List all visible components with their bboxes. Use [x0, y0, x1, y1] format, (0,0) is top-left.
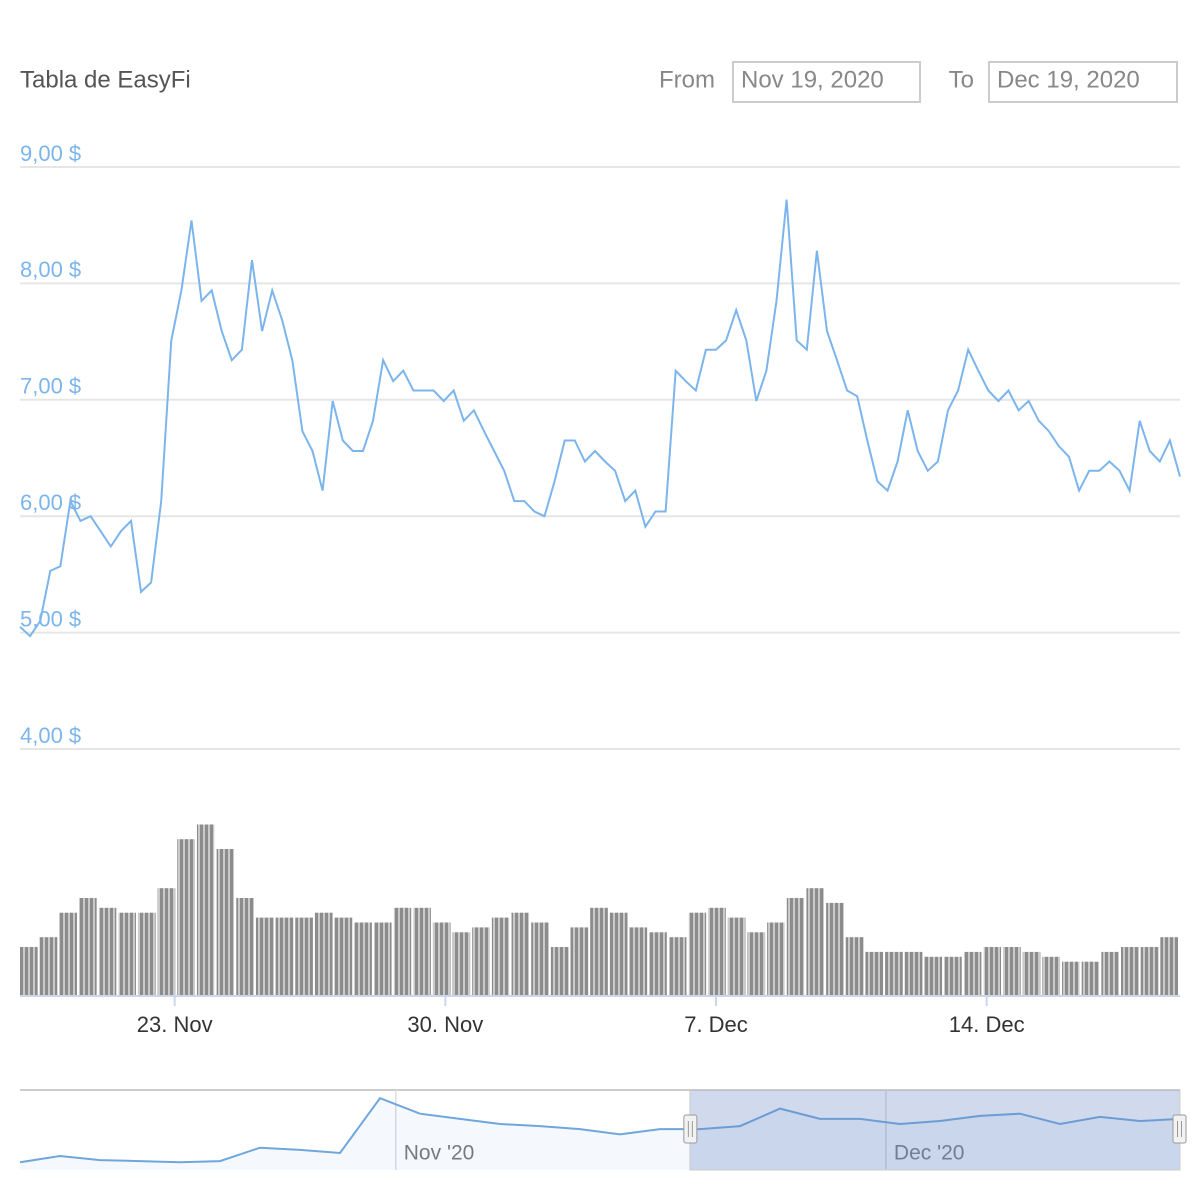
y-tick-label: 9,00 $	[20, 141, 81, 166]
navigator-tick-label: Nov '20	[404, 1142, 475, 1165]
to-label: To	[949, 66, 974, 93]
volume-bar	[767, 922, 785, 996]
volume-bar	[786, 898, 805, 996]
to-input[interactable]	[988, 61, 1178, 103]
navigator-line	[19, 1096, 1181, 1164]
volume-bar	[708, 907, 726, 996]
navigator-area	[20, 1098, 1180, 1170]
volume-bar	[413, 907, 431, 996]
volume-bar	[668, 937, 687, 996]
y-tick-label: 5,00 $	[20, 606, 81, 631]
volume-bar	[1081, 961, 1100, 996]
volume-bar	[373, 922, 392, 996]
volume-bar	[472, 927, 490, 996]
volume-bar	[511, 912, 530, 996]
from-value[interactable]: Nov 19, 2020	[741, 66, 884, 93]
volume-bar	[137, 912, 156, 996]
to-value[interactable]: Dec 19, 2020	[997, 66, 1140, 93]
volume-bar	[432, 922, 451, 996]
x-tick-label: 7. Dec	[684, 1012, 748, 1037]
volume-bar	[196, 824, 215, 996]
volume-bar	[157, 888, 176, 996]
from-label: From	[659, 66, 715, 93]
volume-bar	[1022, 951, 1041, 996]
navigator-handle[interactable]	[1172, 1114, 1187, 1144]
x-tick-label: 23. Nov	[137, 1012, 213, 1037]
navigator-selection	[689, 1089, 1181, 1171]
volume-bar	[491, 917, 510, 996]
volume-bar	[78, 898, 97, 996]
volume-bar	[688, 912, 707, 996]
volume-bar	[1042, 956, 1061, 996]
price-line	[19, 199, 1181, 638]
volume-bar	[806, 888, 825, 996]
from-input[interactable]	[732, 61, 921, 103]
volume-bar	[393, 907, 412, 996]
volume-bar	[727, 917, 746, 996]
y-tick-label: 4,00 $	[20, 723, 81, 748]
x-tick-label: 14. Dec	[949, 1012, 1025, 1037]
chart-title: Tabla de EasyFi	[20, 66, 191, 93]
volume-bar	[216, 849, 235, 996]
volume-bar	[963, 951, 982, 996]
navigator-handle[interactable]	[683, 1114, 698, 1144]
volume-bar	[1062, 961, 1080, 996]
volume-bar	[118, 912, 136, 996]
volume-bar	[747, 932, 766, 996]
volume-bar	[452, 932, 471, 996]
navigator-tick-label: Dec '20	[894, 1142, 965, 1165]
volume-bar	[177, 839, 195, 996]
y-tick-label: 7,00 $	[20, 374, 81, 399]
x-tick-label: 30. Nov	[407, 1012, 483, 1037]
volume-bar	[98, 907, 117, 996]
y-tick-label: 8,00 $	[20, 257, 81, 282]
volume-bar	[1003, 947, 1021, 996]
volume-bar	[1101, 951, 1120, 996]
volume-bar	[983, 947, 1002, 996]
